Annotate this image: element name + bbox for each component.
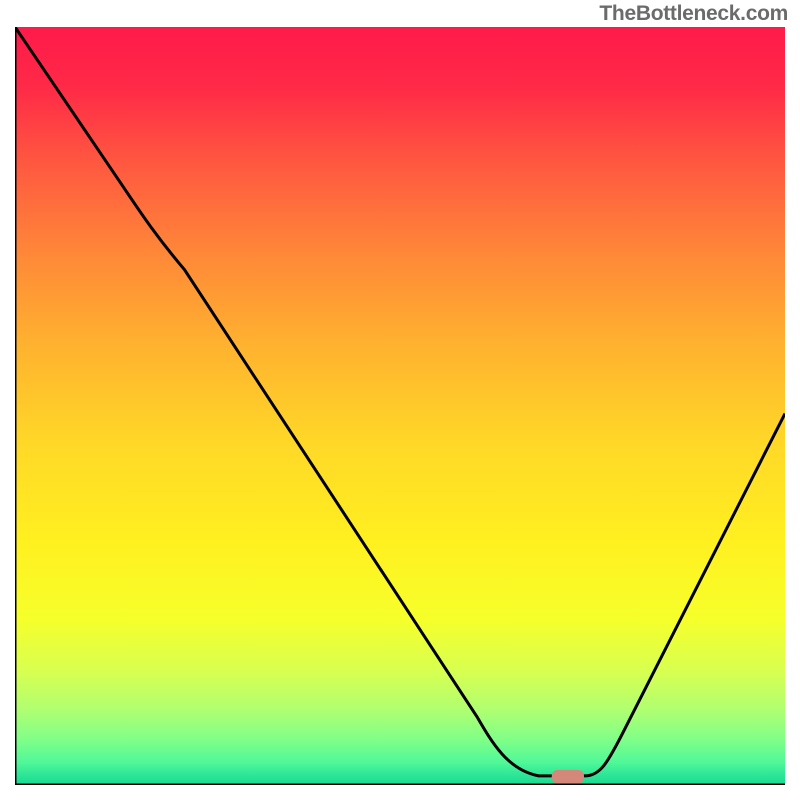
gradient-background [15,27,785,785]
chart-svg [15,27,785,785]
attribution-text: TheBottleneck.com [599,2,788,26]
min-marker [552,770,584,784]
plot-area [15,27,785,785]
